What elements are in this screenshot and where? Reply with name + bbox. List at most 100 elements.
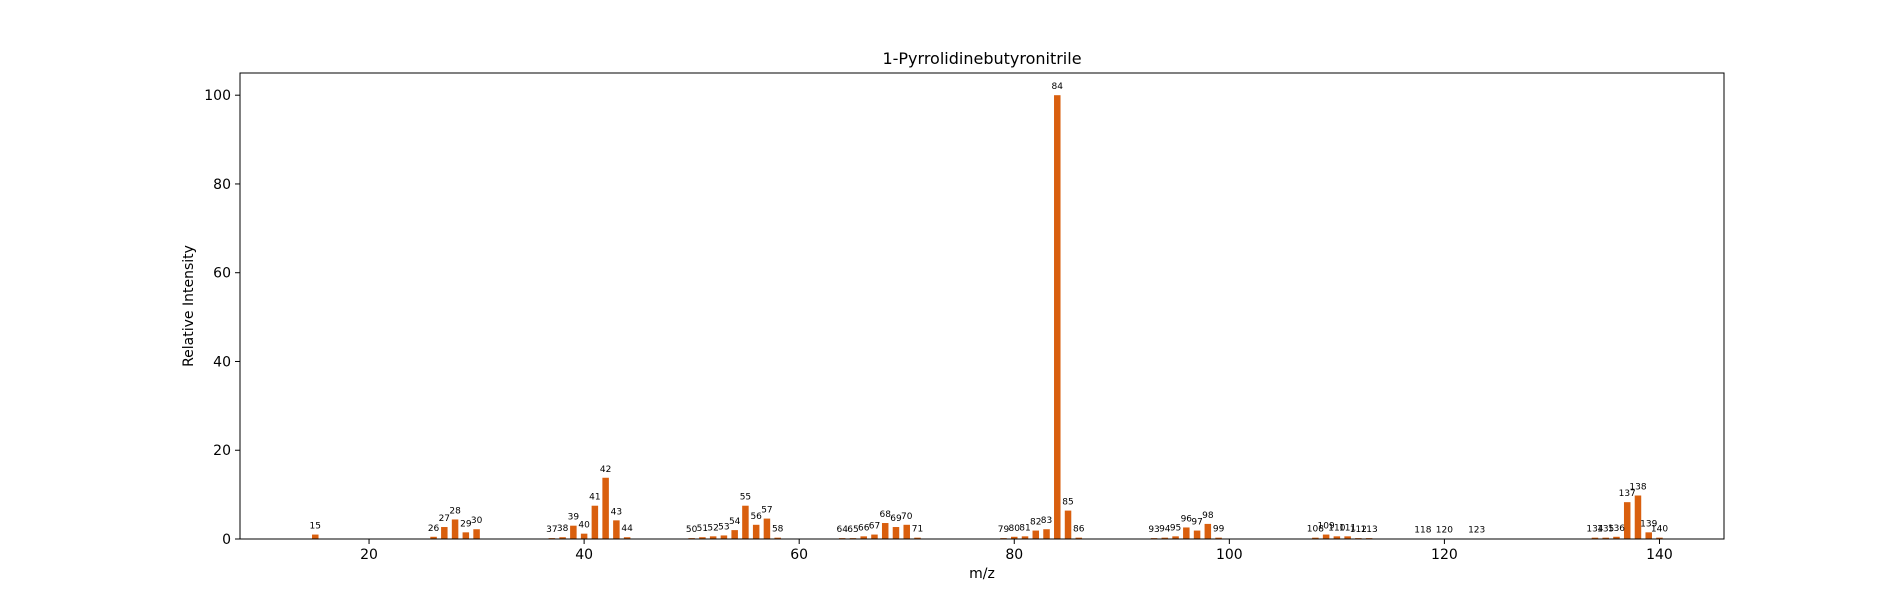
bar-mz-57 xyxy=(763,518,771,539)
bar-mz-97 xyxy=(1193,530,1201,539)
bar-mz-111 xyxy=(1344,536,1351,539)
bar-label-mz-27: 27 xyxy=(439,514,450,524)
bar-mz-67 xyxy=(871,534,878,539)
bar-mz-66 xyxy=(860,536,867,539)
bar-mz-15 xyxy=(312,534,319,539)
bar-mz-94 xyxy=(1161,537,1169,539)
bar-mz-42 xyxy=(602,477,609,539)
bar-label-mz-58: 58 xyxy=(772,525,784,535)
bar-label-mz-37: 37 xyxy=(546,525,557,535)
bar-label-mz-28: 28 xyxy=(449,506,461,516)
bar-label-mz-110: 110 xyxy=(1328,523,1345,533)
bar-label-mz-120: 120 xyxy=(1436,526,1453,536)
bar-label-mz-109: 109 xyxy=(1318,522,1335,532)
plot-frame xyxy=(239,72,1725,540)
bar-mz-80 xyxy=(1011,536,1018,539)
bar-mz-53 xyxy=(720,535,728,539)
x-tick-label-40: 40 xyxy=(575,547,593,563)
y-tick-label-60: 60 xyxy=(213,266,231,282)
bar-label-mz-65: 65 xyxy=(847,525,858,535)
bar-mz-38 xyxy=(559,537,566,539)
bar-mz-83 xyxy=(1043,529,1050,539)
bar-label-mz-81: 81 xyxy=(1019,523,1030,533)
bar-mz-136 xyxy=(1613,536,1620,539)
bar-label-mz-95: 95 xyxy=(1170,523,1181,533)
bar-mz-140 xyxy=(1656,537,1663,539)
bar-mz-85 xyxy=(1064,510,1072,539)
bar-mz-58 xyxy=(774,537,781,539)
bar-mz-134 xyxy=(1591,537,1599,539)
chart-title: 1-Pyrrolidinebutyronitrile xyxy=(882,49,1081,68)
bar-label-mz-108: 108 xyxy=(1307,525,1324,535)
bar-mz-95 xyxy=(1172,536,1179,539)
y-tick-label-100: 100 xyxy=(204,88,231,104)
y-tick-label-20: 20 xyxy=(213,443,231,459)
y-ticks-layer: 0 20 40 60 80 100 xyxy=(204,88,240,548)
bar-mz-98 xyxy=(1204,523,1212,539)
bar-mz-30 xyxy=(473,529,480,539)
bar-label-mz-51: 51 xyxy=(697,524,708,534)
bar-label-mz-112: 112 xyxy=(1350,525,1367,535)
bar-mz-71 xyxy=(914,537,921,539)
bar-mz-55 xyxy=(742,505,749,539)
bar-label-mz-83: 83 xyxy=(1041,516,1052,526)
bar-label-mz-113: 113 xyxy=(1361,525,1378,535)
bar-mz-139 xyxy=(1645,532,1652,539)
bar-mz-27 xyxy=(441,527,448,539)
bar-label-mz-138: 138 xyxy=(1629,483,1646,493)
bar-label-mz-80: 80 xyxy=(1009,524,1021,534)
bar-label-mz-71: 71 xyxy=(912,525,923,535)
x-tick-label-140: 140 xyxy=(1646,547,1673,563)
bar-mz-54 xyxy=(731,530,738,539)
x-tick-label-80: 80 xyxy=(1005,547,1023,563)
bar-label-mz-66: 66 xyxy=(858,523,870,533)
bar-mz-86 xyxy=(1075,537,1083,539)
bar-mz-41 xyxy=(591,505,599,539)
bar-mz-44 xyxy=(623,537,631,539)
bar-label-mz-84: 84 xyxy=(1052,82,1064,92)
x-tick-label-100: 100 xyxy=(1216,547,1243,563)
bar-label-mz-40: 40 xyxy=(578,521,590,531)
bars-layer xyxy=(312,95,1663,540)
bar-label-mz-29: 29 xyxy=(460,519,472,529)
bar-label-mz-96: 96 xyxy=(1181,514,1193,524)
bar-label-mz-43: 43 xyxy=(611,507,622,517)
bar-mz-138 xyxy=(1634,495,1642,539)
bar-label-mz-56: 56 xyxy=(750,512,762,522)
bar-label-mz-135: 135 xyxy=(1597,525,1614,535)
bar-label-mz-123: 123 xyxy=(1468,526,1485,536)
bar-label-mz-69: 69 xyxy=(890,514,902,524)
bar-label-mz-44: 44 xyxy=(621,524,633,534)
x-ticks-layer: 20 40 60 80 100 120 140 xyxy=(360,539,1673,563)
bar-label-mz-86: 86 xyxy=(1073,525,1085,535)
bar-mz-56 xyxy=(752,524,760,539)
x-axis-label: m/z xyxy=(969,566,995,582)
bar-label-mz-26: 26 xyxy=(428,524,440,534)
bar-label-mz-54: 54 xyxy=(729,517,741,527)
x-tick-label-60: 60 xyxy=(790,547,808,563)
bar-label-mz-134: 134 xyxy=(1586,525,1603,535)
y-tick-label-80: 80 xyxy=(213,177,231,193)
bar-label-mz-15: 15 xyxy=(310,522,321,532)
bar-label-mz-50: 50 xyxy=(686,525,698,535)
bar-label-mz-64: 64 xyxy=(836,525,848,535)
bar-label-mz-68: 68 xyxy=(879,510,891,520)
bar-label-mz-118: 118 xyxy=(1414,526,1431,536)
bar-mz-52 xyxy=(709,536,717,539)
bar-mz-137 xyxy=(1623,502,1631,539)
x-tick-label-20: 20 xyxy=(360,547,378,563)
bar-label-mz-38: 38 xyxy=(557,524,569,534)
bar-mz-29 xyxy=(462,532,470,539)
bar-mz-96 xyxy=(1183,527,1190,539)
bar-label-mz-98: 98 xyxy=(1202,511,1214,521)
bar-label-mz-82: 82 xyxy=(1030,518,1041,528)
y-tick-label-0: 0 xyxy=(222,532,231,548)
bar-mz-40 xyxy=(580,533,588,539)
bar-mz-68 xyxy=(881,523,889,539)
x-tick-label-120: 120 xyxy=(1431,547,1458,563)
bar-mz-39 xyxy=(570,525,577,539)
y-axis-label: Relative Intensity xyxy=(181,245,197,367)
bar-mz-110 xyxy=(1333,536,1341,539)
